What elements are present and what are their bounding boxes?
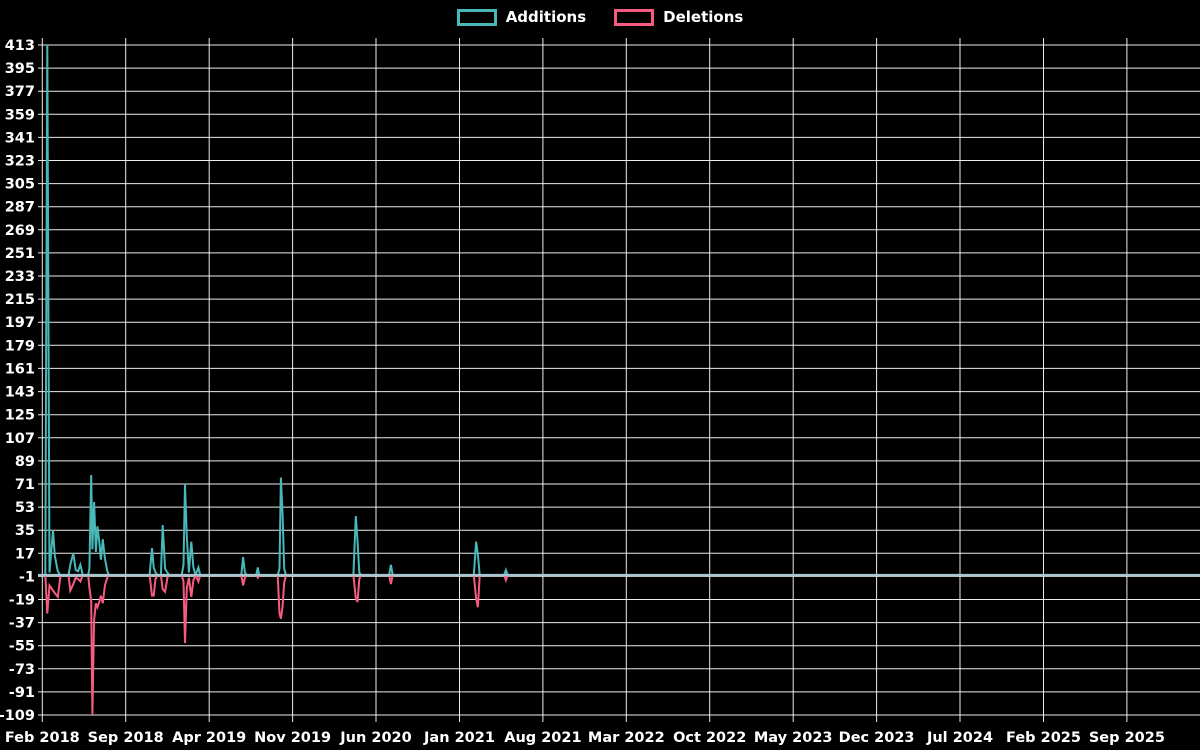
svg-text:-91: -91 — [9, 685, 35, 701]
svg-text:323: 323 — [5, 154, 35, 170]
legend-item-deletions[interactable]: Deletions — [614, 8, 743, 26]
svg-text:May 2023: May 2023 — [754, 730, 833, 746]
svg-text:341: 341 — [5, 130, 35, 146]
svg-text:251: 251 — [5, 246, 35, 262]
svg-text:179: 179 — [5, 338, 35, 354]
svg-text:Feb 2025: Feb 2025 — [1006, 730, 1081, 746]
series-lines — [38, 44, 511, 716]
svg-text:197: 197 — [5, 315, 35, 331]
series-additions-line — [38, 44, 511, 579]
svg-text:-37: -37 — [9, 616, 35, 632]
gridlines — [38, 38, 1200, 722]
svg-text:Jul 2024: Jul 2024 — [926, 730, 993, 746]
svg-text:215: 215 — [5, 292, 35, 308]
svg-text:Oct 2022: Oct 2022 — [673, 730, 746, 746]
svg-text:233: 233 — [5, 269, 35, 285]
svg-text:Sep 2018: Sep 2018 — [88, 730, 164, 746]
svg-text:Dec 2023: Dec 2023 — [839, 730, 915, 746]
svg-text:-109: -109 — [0, 708, 35, 724]
svg-text:Apr 2019: Apr 2019 — [172, 730, 246, 746]
svg-text:89: 89 — [15, 454, 35, 470]
chart-legend: Additions Deletions — [0, 8, 1200, 26]
y-axis-labels: 413 395 377 359 341 323 305 287 269 251 233 215 197 1… — [0, 38, 35, 724]
additions-swatch-icon — [456, 8, 497, 26]
svg-text:53: 53 — [15, 500, 35, 516]
svg-text:287: 287 — [5, 200, 35, 216]
svg-text:-55: -55 — [9, 639, 35, 655]
svg-text:-73: -73 — [9, 662, 35, 678]
svg-text:Nov 2019: Nov 2019 — [254, 730, 331, 746]
svg-text:-19: -19 — [9, 593, 35, 609]
svg-text:-1: -1 — [19, 569, 35, 585]
svg-text:17: 17 — [15, 546, 35, 562]
svg-text:Sep 2025: Sep 2025 — [1089, 730, 1165, 746]
svg-text:71: 71 — [15, 477, 35, 493]
svg-text:413: 413 — [5, 38, 35, 54]
svg-text:107: 107 — [5, 431, 35, 447]
svg-text:359: 359 — [5, 107, 35, 123]
svg-text:Jan 2021: Jan 2021 — [423, 730, 495, 746]
legend-label-deletions: Deletions — [663, 8, 744, 26]
x-axis-labels: Feb 2018 Sep 2018 Apr 2019 Nov 2019 Jun 2020… — [5, 730, 1165, 746]
svg-text:Jun 2020: Jun 2020 — [339, 730, 411, 746]
svg-text:Aug 2021: Aug 2021 — [504, 730, 581, 746]
legend-item-additions[interactable]: Additions — [456, 8, 587, 26]
svg-text:395: 395 — [5, 61, 35, 77]
svg-text:Mar 2022: Mar 2022 — [588, 730, 665, 746]
svg-text:125: 125 — [5, 408, 35, 424]
svg-text:305: 305 — [5, 177, 35, 193]
svg-text:35: 35 — [15, 523, 35, 539]
deletions-swatch-icon — [614, 8, 655, 26]
svg-text:Feb 2018: Feb 2018 — [5, 730, 80, 746]
svg-text:161: 161 — [5, 361, 35, 377]
svg-text:143: 143 — [5, 385, 35, 401]
series-deletions-line — [38, 572, 511, 716]
svg-text:377: 377 — [5, 84, 35, 100]
svg-text:269: 269 — [5, 223, 35, 239]
legend-label-additions: Additions — [505, 8, 587, 26]
